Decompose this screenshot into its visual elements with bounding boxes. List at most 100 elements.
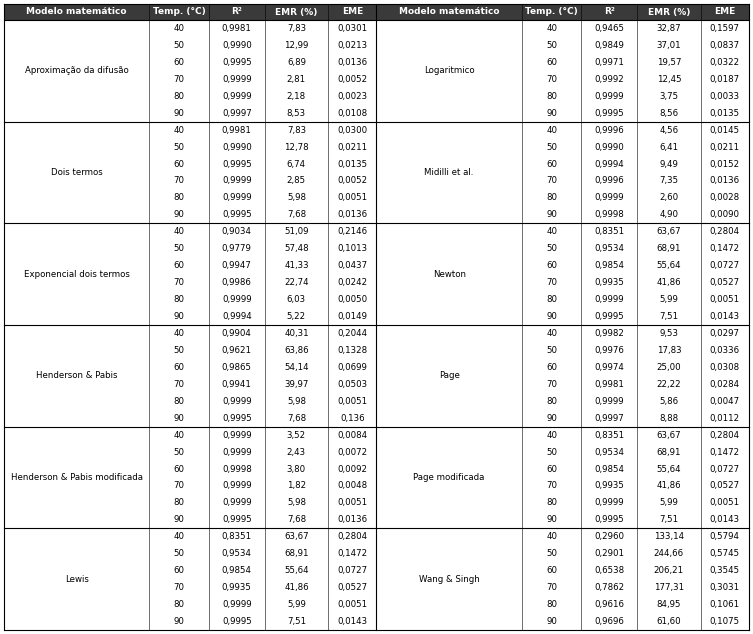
Text: 0,9999: 0,9999 xyxy=(222,448,252,456)
Text: 0,0050: 0,0050 xyxy=(337,295,367,304)
Text: 40,31: 40,31 xyxy=(284,329,309,338)
Text: 0,9999: 0,9999 xyxy=(222,498,252,507)
Text: 0,0527: 0,0527 xyxy=(710,278,740,287)
Text: 2,18: 2,18 xyxy=(287,92,306,101)
Text: 0,1597: 0,1597 xyxy=(710,24,739,33)
Text: 0,0135: 0,0135 xyxy=(337,160,367,169)
Text: 0,9995: 0,9995 xyxy=(594,108,624,118)
Text: 0,0052: 0,0052 xyxy=(337,75,367,84)
Text: 90: 90 xyxy=(546,515,557,524)
Text: 0,9997: 0,9997 xyxy=(222,108,252,118)
Text: 37,01: 37,01 xyxy=(657,41,681,50)
Text: Modelo matemático: Modelo matemático xyxy=(399,8,499,16)
Text: 0,9994: 0,9994 xyxy=(594,160,624,169)
Text: 0,2804: 0,2804 xyxy=(710,430,740,439)
Text: 90: 90 xyxy=(546,108,557,118)
Text: 5,99: 5,99 xyxy=(660,498,678,507)
Text: 0,0033: 0,0033 xyxy=(710,92,740,101)
Text: 0,9935: 0,9935 xyxy=(222,583,252,592)
Text: 177,31: 177,31 xyxy=(654,583,684,592)
Text: 40: 40 xyxy=(174,533,184,541)
Text: 0,0322: 0,0322 xyxy=(710,58,740,67)
Text: 19,57: 19,57 xyxy=(657,58,681,67)
Text: 0,9998: 0,9998 xyxy=(594,210,624,219)
Text: 0,9941: 0,9941 xyxy=(222,380,252,389)
Text: 50: 50 xyxy=(174,143,184,152)
Text: 0,0112: 0,0112 xyxy=(710,414,740,423)
Text: 0,8351: 0,8351 xyxy=(221,533,252,541)
Text: 0,0051: 0,0051 xyxy=(337,498,367,507)
Text: 0,0213: 0,0213 xyxy=(337,41,367,50)
Text: Temp. (°C): Temp. (°C) xyxy=(525,8,578,16)
Text: 0,9971: 0,9971 xyxy=(594,58,624,67)
Text: R²: R² xyxy=(604,8,614,16)
Text: 0,9990: 0,9990 xyxy=(594,143,624,152)
Text: 68,91: 68,91 xyxy=(657,448,681,456)
Text: 0,9935: 0,9935 xyxy=(594,481,624,491)
Text: 0,0187: 0,0187 xyxy=(710,75,740,84)
Text: 0,0092: 0,0092 xyxy=(337,465,367,474)
Text: 90: 90 xyxy=(174,414,184,423)
Text: 0,3031: 0,3031 xyxy=(710,583,740,592)
Text: 70: 70 xyxy=(546,481,557,491)
Text: 60: 60 xyxy=(546,363,557,372)
Text: 0,0028: 0,0028 xyxy=(710,193,740,202)
Text: 0,9995: 0,9995 xyxy=(222,210,252,219)
Text: 80: 80 xyxy=(174,600,184,609)
Text: 244,66: 244,66 xyxy=(654,549,684,559)
Text: 0,9999: 0,9999 xyxy=(222,176,252,186)
Text: 60: 60 xyxy=(546,58,557,67)
Text: 50: 50 xyxy=(546,346,557,355)
Text: 50: 50 xyxy=(546,41,557,50)
Text: 0,9999: 0,9999 xyxy=(595,295,624,304)
Text: 0,9986: 0,9986 xyxy=(222,278,252,287)
Text: 0,0527: 0,0527 xyxy=(337,583,367,592)
Text: 60: 60 xyxy=(546,566,557,575)
Text: 40: 40 xyxy=(546,533,557,541)
Text: 7,51: 7,51 xyxy=(287,617,306,626)
Text: Newton: Newton xyxy=(433,269,465,279)
Text: 0,0145: 0,0145 xyxy=(710,126,740,134)
Text: 90: 90 xyxy=(546,312,557,321)
Text: 50: 50 xyxy=(546,549,557,559)
Text: 0,9854: 0,9854 xyxy=(594,261,624,270)
Text: 4,90: 4,90 xyxy=(660,210,678,219)
Text: 0,0699: 0,0699 xyxy=(337,363,367,372)
Text: 0,0136: 0,0136 xyxy=(337,515,367,524)
Text: 0,9935: 0,9935 xyxy=(594,278,624,287)
Text: 0,9854: 0,9854 xyxy=(594,465,624,474)
Text: 63,67: 63,67 xyxy=(657,430,681,439)
Text: 0,9999: 0,9999 xyxy=(222,295,252,304)
Text: 80: 80 xyxy=(546,92,557,101)
Text: 0,8351: 0,8351 xyxy=(594,430,624,439)
Text: 0,5794: 0,5794 xyxy=(710,533,739,541)
Text: 0,0135: 0,0135 xyxy=(710,108,740,118)
Text: 4,56: 4,56 xyxy=(660,126,678,134)
Text: 0,0211: 0,0211 xyxy=(337,143,367,152)
Text: 90: 90 xyxy=(174,515,184,524)
Text: 0,0048: 0,0048 xyxy=(337,481,367,491)
Text: 5,99: 5,99 xyxy=(287,600,306,609)
Text: 40: 40 xyxy=(174,126,184,134)
Text: 0,9990: 0,9990 xyxy=(222,41,252,50)
Text: 50: 50 xyxy=(174,448,184,456)
Text: 0,0051: 0,0051 xyxy=(337,193,367,202)
Text: 0,0136: 0,0136 xyxy=(710,176,740,186)
Text: 80: 80 xyxy=(174,92,184,101)
Text: 0,8351: 0,8351 xyxy=(594,228,624,236)
Text: 0,0136: 0,0136 xyxy=(337,58,367,67)
Text: 6,89: 6,89 xyxy=(287,58,306,67)
Text: 0,2960: 0,2960 xyxy=(594,533,624,541)
Text: 0,2146: 0,2146 xyxy=(337,228,367,236)
Bar xyxy=(4,4,749,20)
Text: 206,21: 206,21 xyxy=(654,566,684,575)
Text: 0,0297: 0,0297 xyxy=(710,329,739,338)
Text: 0,0108: 0,0108 xyxy=(337,108,367,118)
Text: 32,87: 32,87 xyxy=(657,24,681,33)
Text: 0,0300: 0,0300 xyxy=(337,126,367,134)
Text: 70: 70 xyxy=(546,176,557,186)
Text: 0,9865: 0,9865 xyxy=(222,363,252,372)
Text: 80: 80 xyxy=(546,397,557,406)
Text: 5,86: 5,86 xyxy=(660,397,678,406)
Text: 0,9997: 0,9997 xyxy=(594,414,624,423)
